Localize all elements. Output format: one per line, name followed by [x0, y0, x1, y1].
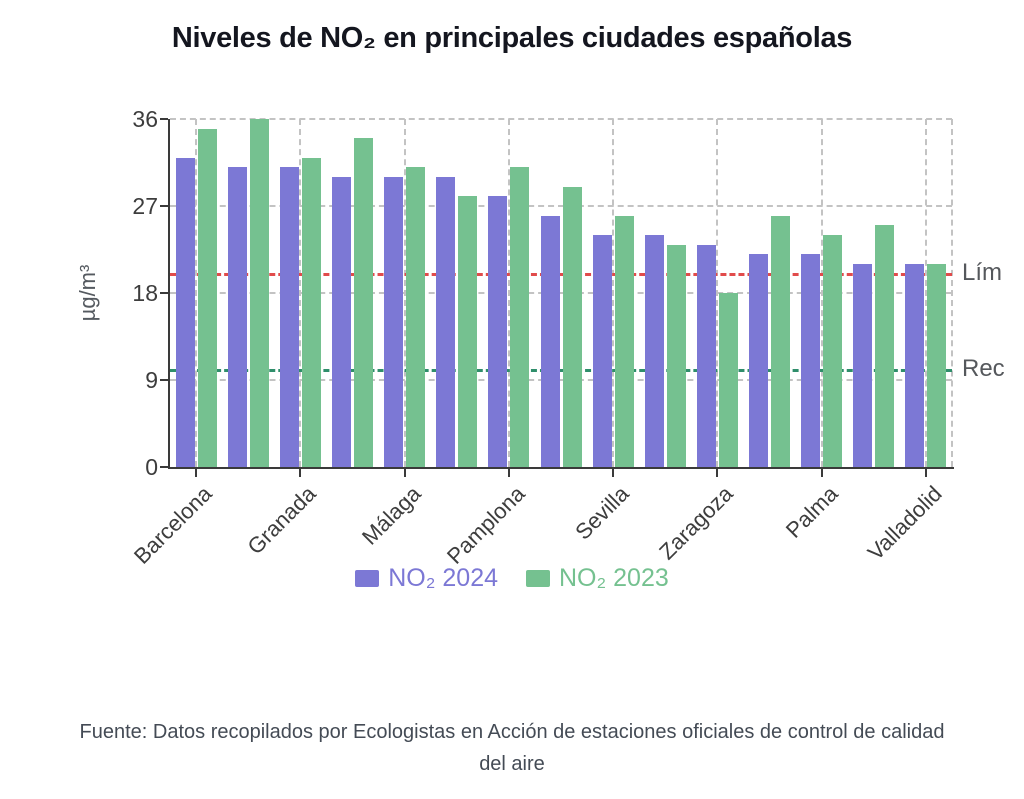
legend-swatch-2023-icon — [526, 570, 550, 587]
bar-2024-1 — [227, 167, 247, 467]
bar-2023-0 — [197, 128, 217, 467]
bar-2023-12 — [823, 235, 843, 467]
y-tick-label-0: 0 — [145, 454, 158, 480]
bar-2023-5 — [458, 196, 478, 467]
x-tick-label-zaragoza: Zaragoza — [654, 481, 739, 565]
reference-line-lím — [170, 272, 952, 276]
limit-line-label: Lím — [962, 258, 1003, 286]
gridline-x-6 — [507, 119, 510, 467]
bar-2023-2 — [301, 157, 321, 467]
x-tick-mark-5 — [716, 469, 719, 477]
x-tick-label-valladolid: Valladolid — [862, 481, 947, 565]
bar-2024-13 — [853, 264, 873, 467]
gridline-y-27 — [170, 205, 952, 207]
recommendation-line-label: Rec — [962, 355, 1005, 383]
legend-swatch-2024-icon — [355, 570, 380, 587]
x-tick-mark-0 — [195, 469, 198, 477]
bar-2024-2 — [279, 167, 299, 467]
y-tick-label-18: 18 — [132, 280, 158, 306]
gridline-y-36 — [170, 118, 952, 120]
x-tick-mark-4 — [612, 469, 615, 477]
gridline-x-12 — [820, 119, 823, 467]
x-tick-label-pamplona: Pamplona — [441, 481, 530, 569]
gridline-x-0 — [195, 119, 198, 467]
legend: NO₂ 2024 NO₂ 2023 — [0, 564, 1024, 593]
x-tick-mark-6 — [820, 469, 823, 477]
bar-2023-3 — [353, 138, 373, 467]
bar-2024-6 — [488, 196, 508, 467]
bar-2024-14 — [905, 264, 925, 467]
x-tick-label-palma: Palma — [780, 481, 843, 543]
y-tick-mark-27 — [160, 205, 168, 207]
reference-line-rec — [170, 369, 952, 373]
bar-2024-12 — [801, 254, 821, 467]
legend-label-2024: NO₂ 2024 — [388, 564, 498, 592]
source-note-text: Fuente: Datos recopilados por Ecologista… — [79, 721, 945, 775]
y-tick-mark-18 — [160, 292, 168, 294]
x-tick-mark-3 — [507, 469, 510, 477]
x-tick-label-barcelona: Barcelona — [129, 481, 217, 569]
bar-2024-7 — [540, 215, 560, 467]
bar-2023-10 — [718, 293, 738, 467]
bar-2024-0 — [175, 157, 195, 467]
bar-2023-6 — [510, 167, 530, 467]
x-tick-mark-2 — [403, 469, 406, 477]
bar-2024-3 — [331, 177, 351, 467]
gridline-x-8 — [612, 119, 615, 467]
x-tick-label-sevilla: Sevilla — [570, 481, 634, 545]
gridline-y-9 — [170, 379, 952, 381]
bar-2023-1 — [249, 119, 269, 467]
x-tick-mark-7 — [924, 469, 927, 477]
gridline-y-18 — [170, 292, 952, 294]
bar-2024-5 — [436, 177, 456, 467]
gridline-x-10 — [716, 119, 719, 467]
bar-2024-11 — [749, 254, 769, 467]
x-tick-label-málaga: Málaga — [356, 481, 426, 550]
y-axis-spine — [168, 119, 170, 469]
bar-2023-14 — [927, 264, 947, 467]
bar-2023-7 — [562, 186, 582, 467]
chart-title: Niveles de NO₂ en principales ciudades e… — [171, 22, 853, 54]
y-tick-label-36: 36 — [132, 106, 158, 132]
bar-2024-4 — [384, 177, 404, 467]
gridline-x-4 — [403, 119, 406, 467]
bar-2023-13 — [875, 225, 895, 467]
bar-2024-8 — [592, 235, 612, 467]
plot-right-boundary — [951, 119, 953, 467]
y-tick-mark-36 — [160, 118, 168, 120]
legend-item-2024: NO₂ 2024 — [355, 564, 498, 593]
bar-2024-10 — [696, 244, 716, 467]
bar-2024-9 — [644, 235, 664, 467]
y-tick-mark-9 — [160, 379, 168, 381]
gridline-x-14 — [924, 119, 927, 467]
bar-2023-8 — [614, 215, 634, 467]
plot-area — [160, 118, 954, 477]
legend-label-2023: NO₂ 2023 — [559, 564, 669, 592]
bar-2023-9 — [666, 244, 686, 467]
gridline-x-2 — [299, 119, 302, 467]
y-tick-label-9: 9 — [145, 367, 158, 393]
bar-2023-4 — [406, 167, 426, 467]
x-axis-spine — [168, 467, 954, 469]
source-note: Fuente: Datos recopilados por Ecologista… — [0, 716, 1024, 780]
legend-item-2023: NO₂ 2023 — [526, 564, 669, 593]
y-tick-label-27: 27 — [132, 193, 158, 219]
y-tick-mark-0 — [160, 466, 168, 468]
x-tick-label-granada: Granada — [242, 481, 322, 560]
bar-2023-11 — [771, 215, 791, 467]
x-tick-mark-1 — [299, 469, 302, 477]
